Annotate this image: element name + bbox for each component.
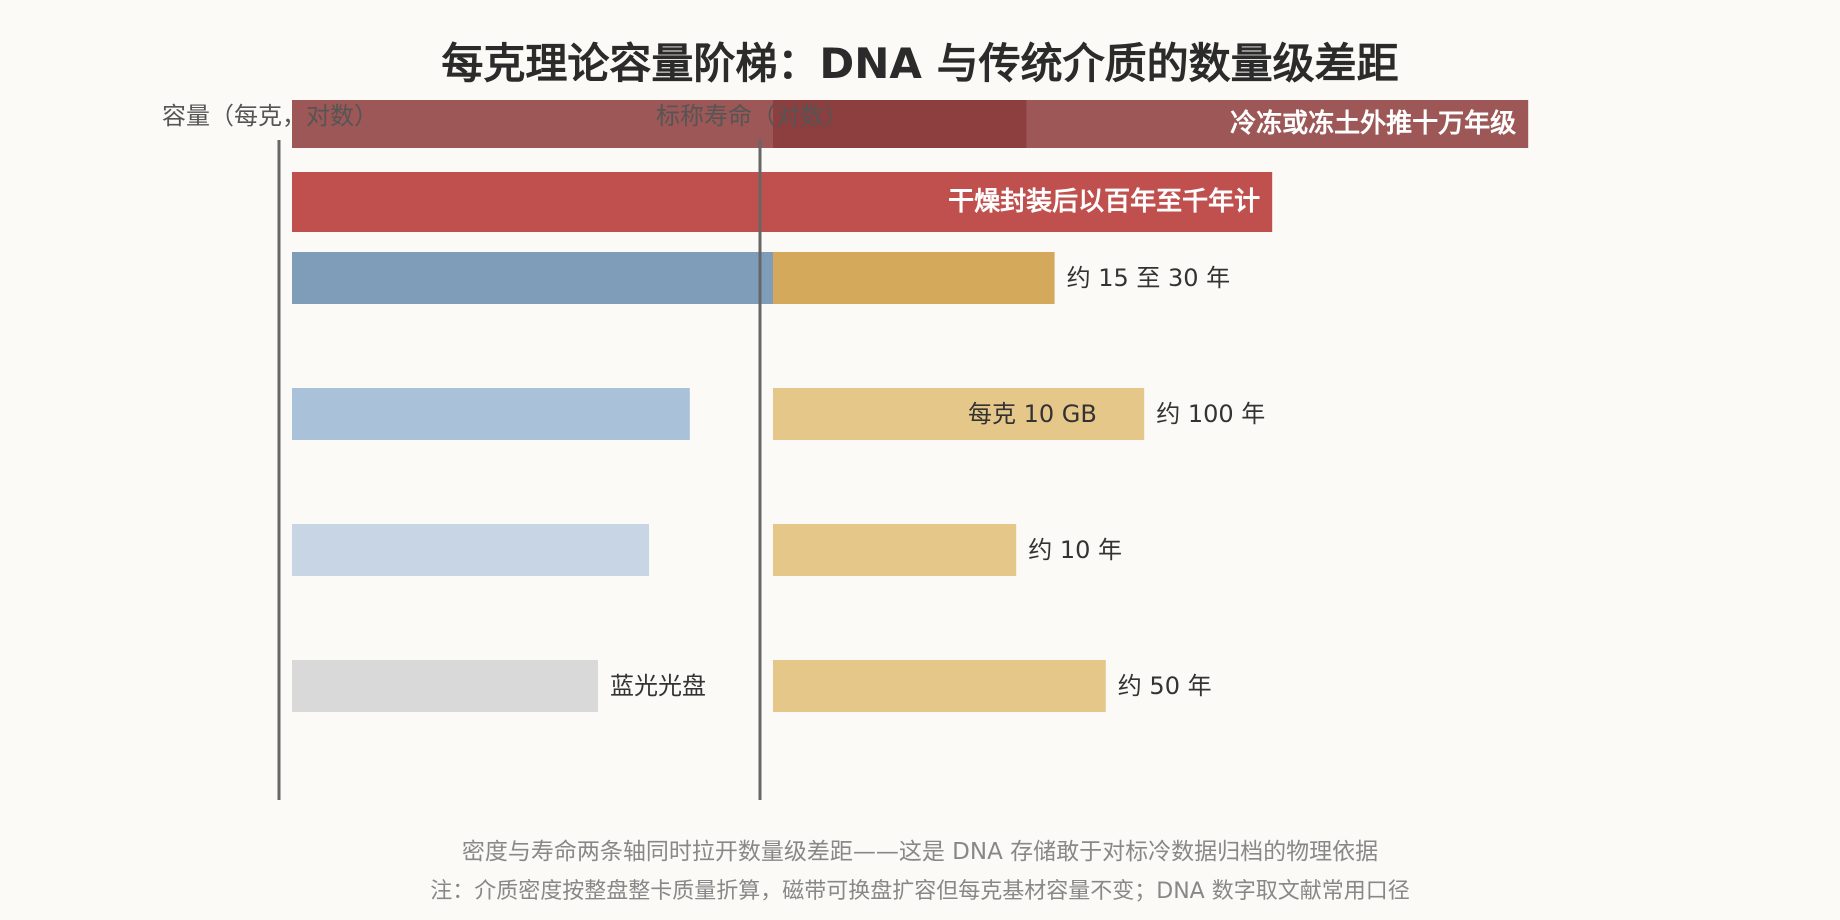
chart-caption: 密度与寿命两条轴同时拉开数量级差距——这是 DNA 存储敢于对标冷数据归档的物理… bbox=[461, 839, 1379, 865]
lifespan-bars bbox=[773, 100, 1529, 712]
lifespan-bar bbox=[773, 100, 1529, 148]
lifespan-bar bbox=[773, 660, 1106, 712]
lifespan-value-label: 冷冻或冻土外推十万年级 bbox=[1230, 108, 1516, 139]
capacity-bar bbox=[292, 660, 598, 712]
lifespan-bar bbox=[773, 172, 1273, 232]
category-label: 蓝光光盘 bbox=[610, 672, 706, 700]
chart-footnote: 注：介质密度按整盘整卡质量折算，磁带可换盘扩容但每克基材容量不变；DNA 数字取… bbox=[430, 879, 1410, 904]
lifespan-bar bbox=[773, 252, 1055, 304]
capacity-bar bbox=[292, 388, 690, 440]
lifespan-bar bbox=[773, 524, 1017, 576]
lifespan-bar bbox=[773, 388, 1145, 440]
chart-title: 每克理论容量阶梯：DNA 与传统介质的数量级差距 bbox=[441, 39, 1399, 88]
capacity-bar bbox=[292, 252, 792, 304]
lifespan-value-label: 约 10 年 bbox=[1028, 536, 1122, 564]
lifespan-value-label: 约 100 年 bbox=[1156, 400, 1265, 428]
lifespan-value-label: 干燥封装后以百年至千年计 bbox=[948, 186, 1260, 217]
capacity-bar bbox=[292, 524, 649, 576]
lifespan-value-label: 约 50 年 bbox=[1118, 672, 1212, 700]
lifespan-axis-label: 标称寿命（对数） bbox=[656, 102, 848, 130]
capacity-axis-label: 容量（每克，对数） bbox=[162, 102, 378, 130]
lifespan-value-label: 约 15 至 30 年 bbox=[1067, 264, 1231, 292]
capacity-value-label: 每克 10 GB bbox=[968, 400, 1097, 428]
